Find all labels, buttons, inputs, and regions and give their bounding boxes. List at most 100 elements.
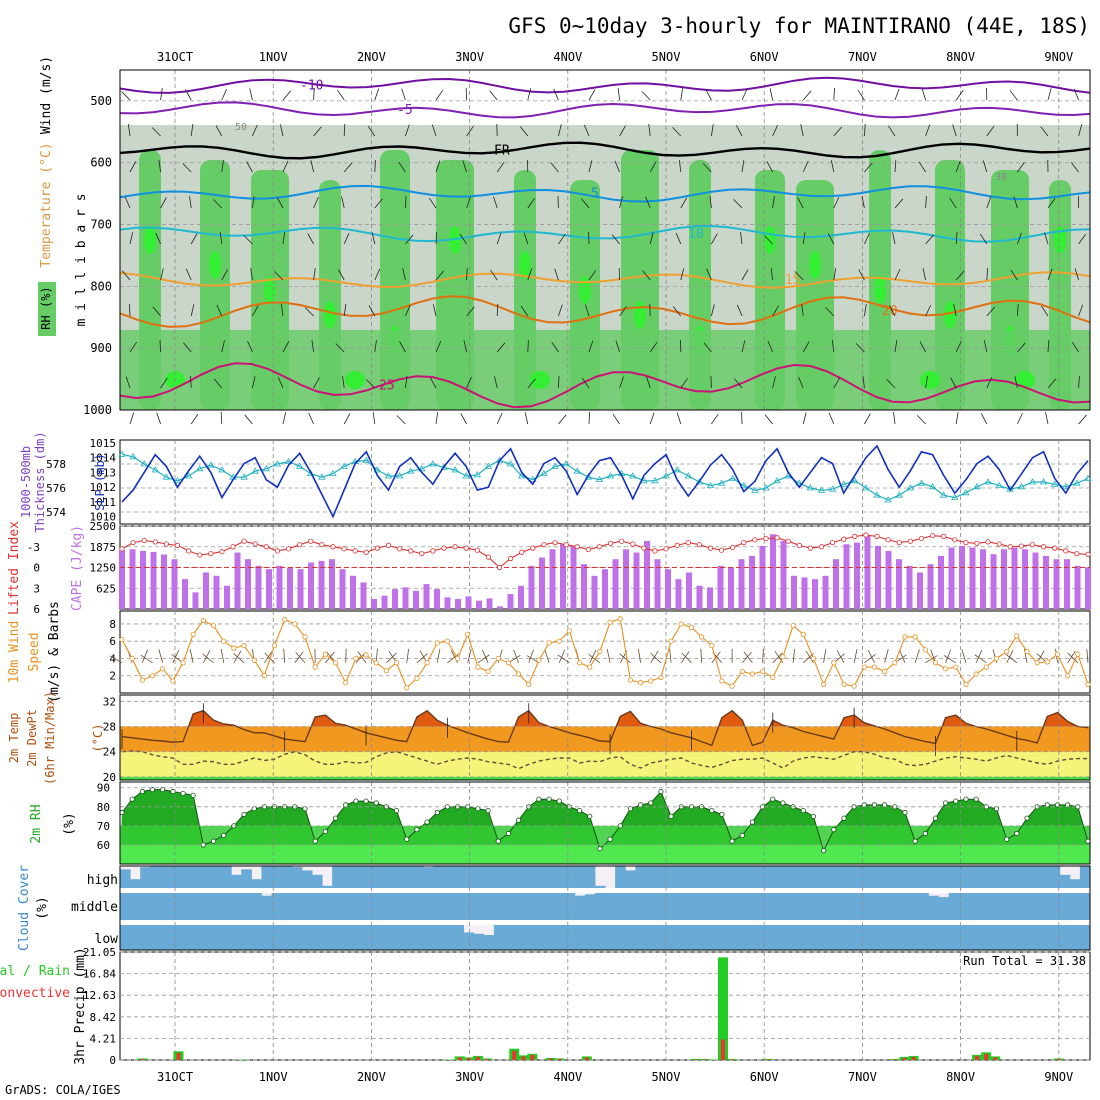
cloud-bar: [311, 893, 323, 920]
wind-speed-point: [617, 616, 623, 622]
wind-barb: [466, 196, 471, 209]
thickness-point: [828, 485, 837, 492]
surface-wind-barb: [283, 648, 286, 663]
cloud-bar: [796, 893, 808, 920]
pressure-tick: 900: [90, 341, 112, 355]
lifted-index-point: [563, 542, 569, 548]
wind-barb: [1078, 234, 1086, 245]
wind-barb: [399, 341, 406, 353]
wind-barb: [918, 161, 926, 173]
thickness-point: [995, 481, 1003, 489]
cape-bar: [381, 595, 388, 609]
cape-bar: [665, 569, 671, 609]
thickness-point: [629, 472, 637, 479]
temp-tick: 24: [103, 746, 117, 759]
lifted-index-point: [385, 542, 392, 548]
wind-speed-point: [637, 680, 644, 686]
lifted-index-point: [452, 544, 458, 550]
wind-barb: [366, 379, 376, 389]
cloud-bar: [655, 893, 667, 920]
surface-wind-barb: [109, 655, 123, 664]
wind-speed-point: [231, 645, 237, 651]
wind-barb: [1074, 268, 1079, 281]
wind-speed-point: [912, 634, 918, 640]
wind-barb: [864, 413, 871, 425]
cloud-bar: [473, 893, 485, 920]
temperature-contour: [119, 141, 1091, 160]
surface-wind-barb: [202, 650, 211, 663]
surface-wind-barb: [774, 651, 784, 664]
wind-barb: [435, 412, 439, 425]
date-label-top: 5NOV: [652, 50, 681, 64]
wind-barb: [496, 412, 503, 425]
cloud-bar: [150, 925, 161, 950]
lifted-index-point: [929, 533, 936, 539]
wind-speed-point: [709, 642, 715, 649]
wind-barb: [466, 376, 472, 389]
lifted-index-point: [885, 537, 891, 543]
thickness-point: [595, 475, 604, 483]
cloud-bar: [564, 866, 576, 888]
thickness-point: [1028, 478, 1037, 485]
rh-2m-panel: 60 70 80 90 2m RH (%): [29, 781, 1091, 865]
cloud-bar: [958, 893, 970, 920]
lifted-index-point: [785, 538, 791, 544]
surface-wind-barb: [1006, 650, 1014, 663]
wind-barb: [922, 268, 926, 281]
cape-bar: [791, 575, 797, 609]
cloud-bar: [544, 866, 555, 888]
thickness-point: [717, 479, 726, 486]
wind-tick: 2: [109, 670, 116, 683]
wind-barb: [401, 88, 406, 101]
rh-point: [800, 808, 806, 814]
wind-barb: [830, 160, 835, 173]
wind-barb: [1040, 126, 1049, 137]
wind-barb: [405, 376, 408, 389]
wind-speed-point: [434, 640, 440, 646]
thickness-point: [118, 450, 126, 457]
surface-wind-barb: [606, 649, 611, 663]
thickness-point: [484, 462, 493, 469]
wind-barb: [833, 126, 842, 137]
lifted-index-point: [408, 548, 414, 554]
cloud-bar: [402, 893, 414, 920]
wind-barb: [800, 124, 804, 137]
rh-point: [912, 838, 918, 844]
cloud-bar: [362, 866, 374, 888]
surface-wind-barb: [467, 649, 472, 663]
precip-tick: 16.84: [83, 968, 116, 981]
rh-contour-label: 50: [235, 122, 247, 133]
wind-barb: [955, 270, 965, 281]
wind-barb: [584, 304, 590, 317]
thickness-point: [973, 483, 981, 490]
wind-barb: [524, 412, 529, 425]
lifted-index-point: [941, 533, 947, 539]
cape-bar: [276, 565, 283, 609]
lifted-index-line: [121, 534, 1089, 569]
thickness-point: [917, 479, 926, 486]
wind-speed-point: [719, 678, 725, 684]
thickness-point: [184, 472, 193, 479]
cloud-bar: [988, 893, 1000, 920]
cloud-bar: [746, 866, 758, 888]
lifted-index-point: [463, 545, 469, 551]
rh-point: [312, 838, 318, 844]
cloud-bar: [170, 866, 182, 888]
wind-barb: [741, 269, 749, 281]
surface-wind-barb: [140, 654, 153, 664]
wind-barb: [767, 340, 773, 353]
wind-barb: [252, 124, 258, 137]
temperature-contour-label: -10: [300, 78, 323, 93]
wind-barb: [496, 342, 506, 353]
wind-barb: [129, 412, 135, 425]
wind-barb: [581, 377, 590, 389]
wind-barb: [733, 199, 743, 209]
temperature-contour: [119, 224, 1091, 243]
wind-barb: [831, 340, 835, 353]
wind-barb: [802, 341, 810, 353]
rh-point: [821, 848, 827, 854]
thickness-point: [162, 473, 171, 480]
cloud-bar: [827, 925, 838, 950]
lifted-index-point: [174, 542, 181, 548]
wind-barb: [952, 124, 957, 137]
